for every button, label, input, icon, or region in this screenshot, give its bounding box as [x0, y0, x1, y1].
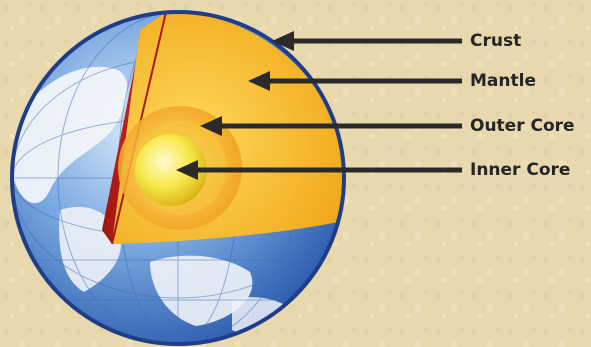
globe	[10, 10, 346, 346]
outer-core-label: Outer Core	[470, 116, 575, 136]
mantle-label: Mantle	[470, 71, 536, 91]
inner-core-layer	[135, 134, 207, 206]
arrows	[176, 31, 462, 180]
outer-core-arrow	[200, 116, 462, 136]
inner-core-label: Inner Core	[470, 160, 571, 180]
globe-rim	[10, 10, 346, 346]
mantle-arrow	[248, 71, 462, 91]
crust-arrow	[272, 31, 462, 51]
crust-label: Crust	[470, 31, 522, 51]
inner-core-arrow	[176, 160, 462, 180]
crust-layer	[102, 12, 166, 244]
